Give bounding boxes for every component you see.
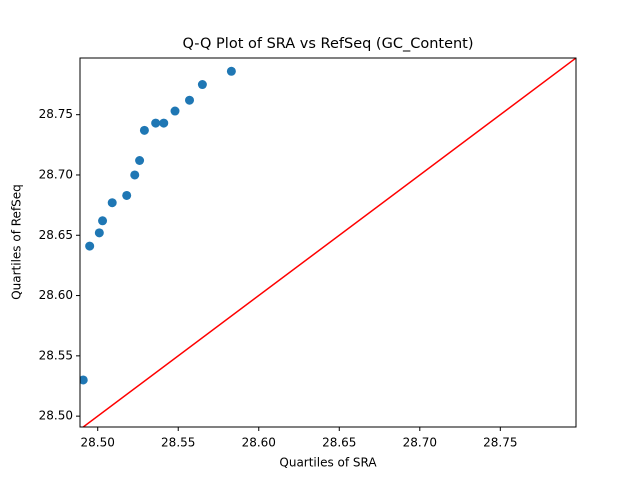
plot-frame [79, 57, 577, 428]
y-tick-label: 28.70 [39, 167, 73, 181]
y-axis-label: Quartiles of RefSeq [10, 184, 24, 300]
x-tick-label: 28.75 [483, 436, 517, 450]
y-tick-label: 28.65 [39, 228, 73, 242]
point [130, 170, 140, 180]
point [98, 216, 108, 226]
point [85, 241, 95, 251]
point [107, 198, 117, 208]
x-tick-label: 28.65 [322, 436, 356, 450]
x-tick-label: 28.60 [242, 436, 276, 450]
point [226, 66, 236, 76]
chart-title: Q-Q Plot of SRA vs RefSeq (GC_Content) [182, 36, 473, 52]
point [135, 156, 145, 165]
point [159, 118, 169, 128]
y-tick-label: 28.50 [39, 409, 73, 423]
y-tick-label: 28.55 [39, 348, 73, 362]
x-axis-label: Quartiles of SRA [279, 456, 377, 470]
y-tick-label: 28.75 [39, 107, 73, 121]
x-tick-label: 28.50 [81, 436, 115, 450]
reference-line [81, 58, 576, 427]
y-tick-label: 28.60 [39, 288, 73, 302]
point [151, 118, 161, 128]
point [197, 80, 207, 90]
point [185, 95, 195, 105]
point [122, 190, 132, 200]
point [170, 106, 180, 116]
point [80, 375, 88, 385]
x-tick-label: 28.70 [403, 436, 437, 450]
point [139, 125, 149, 135]
point [94, 228, 104, 238]
x-tick-label: 28.55 [161, 436, 195, 450]
